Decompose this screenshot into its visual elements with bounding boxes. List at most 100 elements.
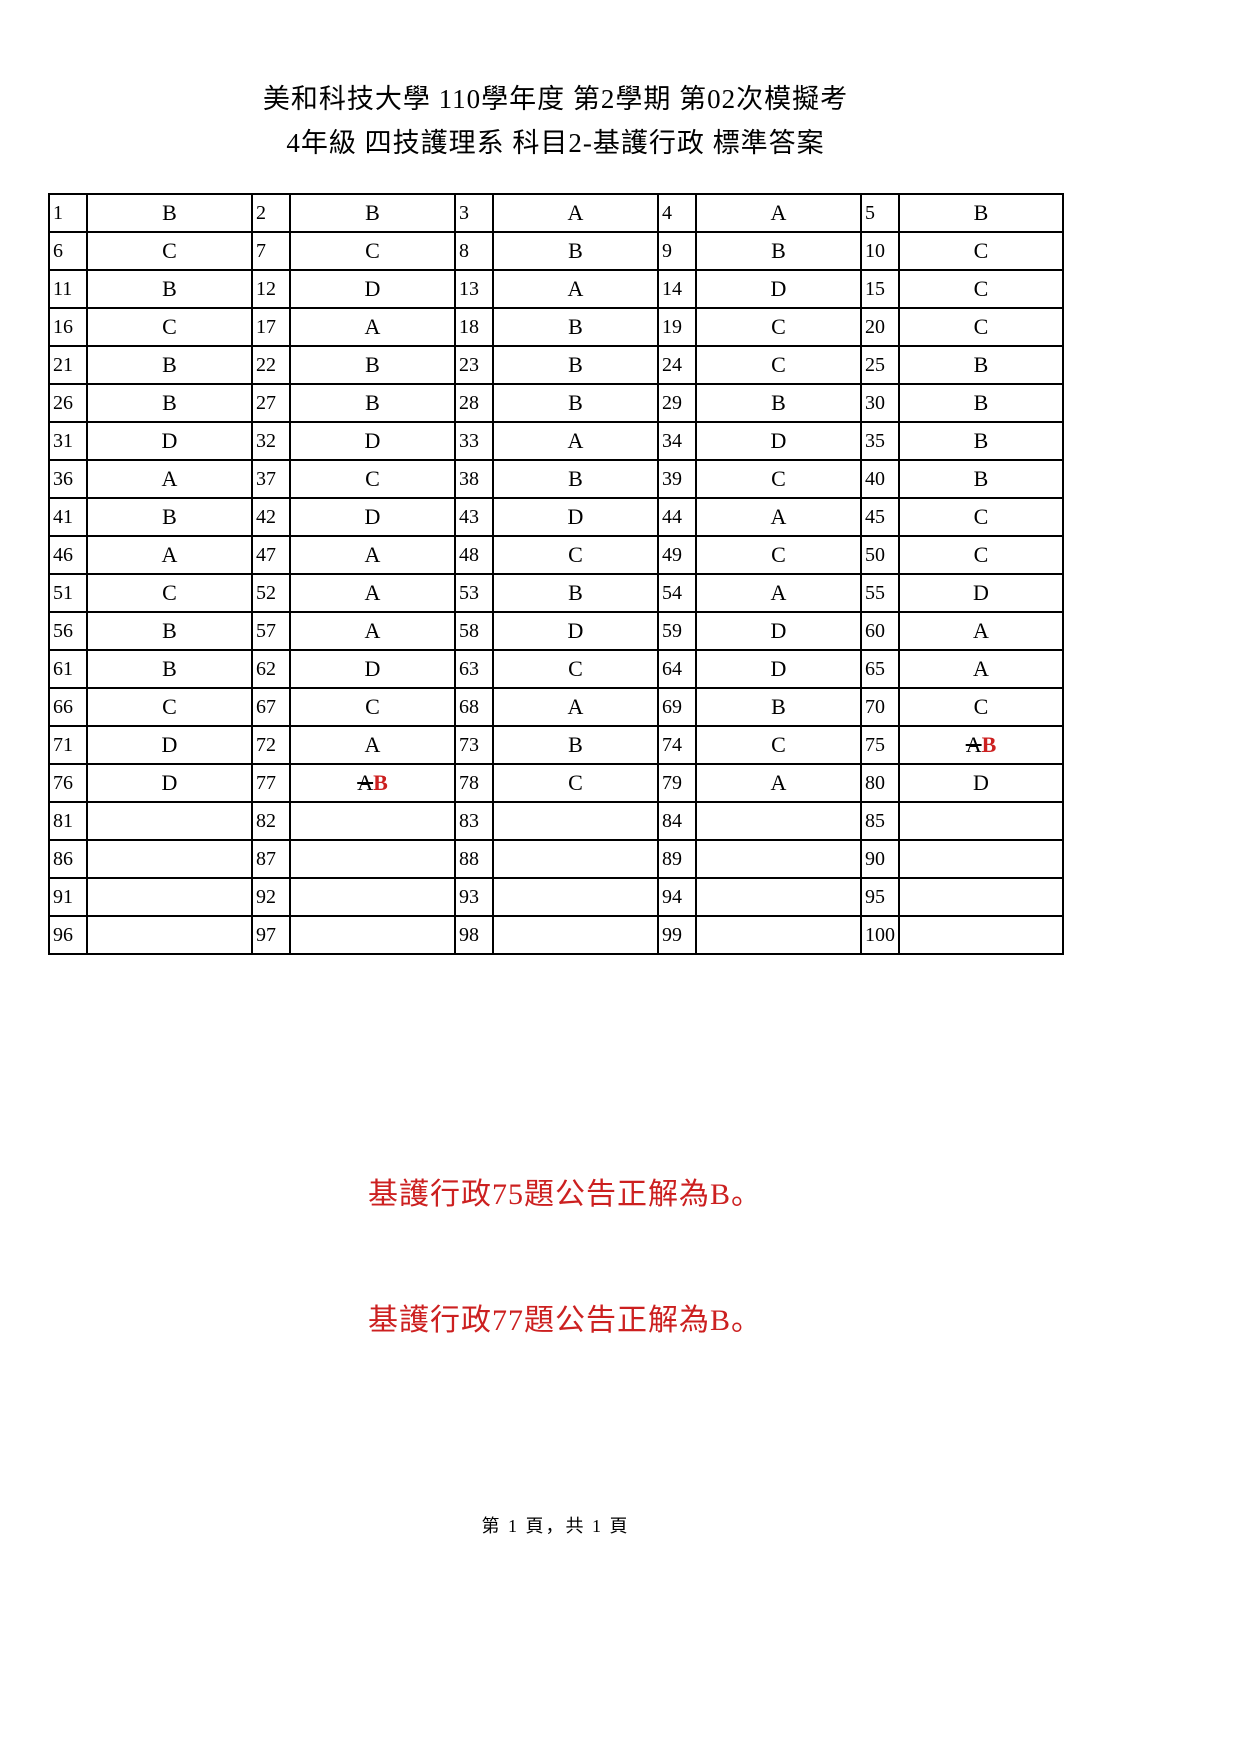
answer-cell: D	[492, 611, 659, 651]
answer-cell	[492, 839, 659, 879]
question-number-cell: 37	[251, 459, 291, 499]
answer-cell: D	[898, 763, 1064, 803]
answer-cell: B	[86, 269, 253, 309]
question-number-cell: 34	[657, 421, 697, 461]
answer-cell: A	[289, 725, 456, 765]
question-number-cell: 45	[860, 497, 900, 537]
answer-cell: D	[898, 573, 1064, 613]
table-row: 81 82 83 84 85	[48, 801, 1064, 841]
question-number-cell: 13	[454, 269, 494, 309]
answer-cell: A	[289, 573, 456, 613]
table-row: 11 B 12 D 13 A 14 D 15 C	[48, 269, 1064, 309]
answer-cell: A	[492, 421, 659, 461]
table-row: 86 87 88 89 90	[48, 839, 1064, 879]
answer-cell: A	[86, 459, 253, 499]
question-number-cell: 51	[48, 573, 88, 613]
question-number-cell: 86	[48, 839, 88, 879]
answer-cell: C	[898, 269, 1064, 309]
question-number-cell: 17	[251, 307, 291, 347]
question-number-cell: 11	[48, 269, 88, 309]
question-number-cell: 84	[657, 801, 697, 841]
question-number-cell: 30	[860, 383, 900, 423]
question-number-cell: 72	[251, 725, 291, 765]
question-number-cell: 28	[454, 383, 494, 423]
question-number-cell: 21	[48, 345, 88, 385]
answer-cell: D	[289, 649, 456, 689]
answer-cell	[289, 801, 456, 841]
answer-cell: B	[86, 345, 253, 385]
question-number-cell: 97	[251, 915, 291, 955]
answer-cell	[492, 877, 659, 917]
exam-subtitle: 4年級 四技護理系 科目2-基護行政 標準答案	[286, 128, 825, 158]
page-number-footer: 第 1 頁，共 1 頁	[481, 1516, 630, 1536]
question-number-cell: 8	[454, 231, 494, 271]
table-row: 31 D 32 D 33 A 34 D 35 B	[48, 421, 1064, 461]
answer-cell: B	[289, 345, 456, 385]
answer-cell: B	[86, 193, 253, 233]
question-number-cell: 54	[657, 573, 697, 613]
question-number-cell: 27	[251, 383, 291, 423]
answer-cell: B	[492, 307, 659, 347]
question-number-cell: 42	[251, 497, 291, 537]
answer-cell: C	[289, 231, 456, 271]
question-number-cell: 25	[860, 345, 900, 385]
question-number-cell: 41	[48, 497, 88, 537]
question-number-cell: 82	[251, 801, 291, 841]
question-number-cell: 74	[657, 725, 697, 765]
question-number-cell: 57	[251, 611, 291, 651]
answer-cell: A	[289, 611, 456, 651]
question-number-cell: 68	[454, 687, 494, 727]
answer-cell	[86, 915, 253, 955]
answer-cell	[289, 915, 456, 955]
question-number-cell: 3	[454, 193, 494, 233]
question-number-cell: 48	[454, 535, 494, 575]
question-number-cell: 38	[454, 459, 494, 499]
corrected-answer: B	[981, 732, 997, 757]
question-number-cell: 81	[48, 801, 88, 841]
table-row: 26 B 27 B 28 B 29 B 30 B	[48, 383, 1064, 423]
answer-cell: B	[289, 383, 456, 423]
answer-cell: C	[289, 459, 456, 499]
question-number-cell: 100	[860, 915, 900, 955]
answer-cell	[86, 801, 253, 841]
answer-cell: B	[86, 649, 253, 689]
answer-cell: C	[695, 307, 862, 347]
question-number-cell: 63	[454, 649, 494, 689]
question-number-cell: 92	[251, 877, 291, 917]
answer-cell	[289, 877, 456, 917]
document-header: 美和科技大學 110學年度 第2學期 第02次模擬考 4年級 四技護理系 科目2…	[48, 84, 1063, 158]
answer-cell: D	[695, 611, 862, 651]
answer-cell: A	[695, 763, 862, 803]
question-number-cell: 40	[860, 459, 900, 499]
answer-cell: B	[86, 497, 253, 537]
answer-cell: C	[898, 231, 1064, 271]
question-number-cell: 83	[454, 801, 494, 841]
table-row: 36 A 37 C 38 B 39 C 40 B	[48, 459, 1064, 499]
question-number-cell: 24	[657, 345, 697, 385]
answer-cell: B	[695, 383, 862, 423]
question-number-cell: 5	[860, 193, 900, 233]
answer-cell: B	[492, 383, 659, 423]
question-number-cell: 79	[657, 763, 697, 803]
table-row: 61 B 62 D 63 C 64 D 65 A	[48, 649, 1064, 689]
question-number-cell: 69	[657, 687, 697, 727]
answer-cell: B	[492, 231, 659, 271]
question-number-cell: 47	[251, 535, 291, 575]
question-number-cell: 73	[454, 725, 494, 765]
answer-cell: B	[492, 573, 659, 613]
question-number-cell: 55	[860, 573, 900, 613]
corrected-answer: B	[373, 770, 388, 795]
answer-cell: B	[898, 459, 1064, 499]
answer-cell: A	[695, 573, 862, 613]
answer-cell: D	[289, 269, 456, 309]
answer-cell	[898, 801, 1064, 841]
question-number-cell: 60	[860, 611, 900, 651]
answer-cell: B	[898, 421, 1064, 461]
answer-cell	[695, 839, 862, 879]
answer-cell: B	[898, 345, 1064, 385]
answer-cell: C	[898, 687, 1064, 727]
answer-cell: C	[492, 535, 659, 575]
answer-cell: B	[289, 193, 456, 233]
question-number-cell: 99	[657, 915, 697, 955]
answer-cell: B	[492, 459, 659, 499]
